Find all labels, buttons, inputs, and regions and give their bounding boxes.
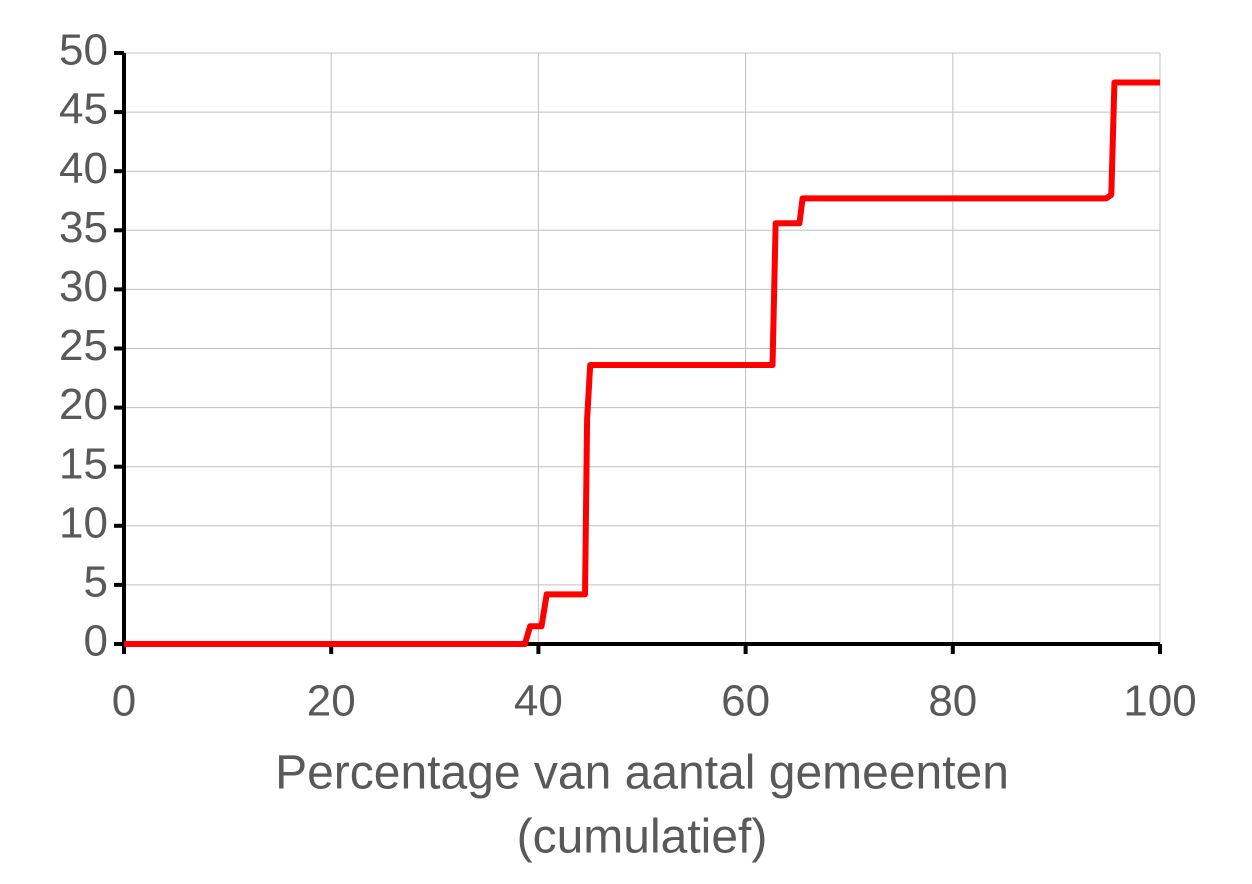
y-tick-label: 20 <box>59 380 108 429</box>
y-tick-label: 35 <box>59 203 108 252</box>
y-tick-label: 0 <box>84 617 108 666</box>
y-tick-label: 10 <box>59 498 108 547</box>
y-tick-label: 25 <box>59 321 108 370</box>
x-tick-label: 80 <box>928 677 977 726</box>
y-tick-label: 45 <box>59 85 108 134</box>
x-axis-title: (cumulatief) <box>517 811 768 864</box>
x-axis-title: Percentage van aantal gemeenten <box>275 747 1009 800</box>
y-tick-label: 30 <box>59 262 108 311</box>
x-tick-label: 60 <box>721 677 770 726</box>
y-tick-label: 40 <box>59 144 108 193</box>
data-line <box>124 79 1160 647</box>
x-tick-label: 20 <box>307 677 356 726</box>
y-tick-label: 5 <box>84 558 108 607</box>
x-tick-label: 40 <box>514 677 563 726</box>
x-tick-label: 100 <box>1123 677 1196 726</box>
y-tick-label: 50 <box>59 26 108 75</box>
x-tick-label: 0 <box>112 677 136 726</box>
y-tick-label: 15 <box>59 439 108 488</box>
